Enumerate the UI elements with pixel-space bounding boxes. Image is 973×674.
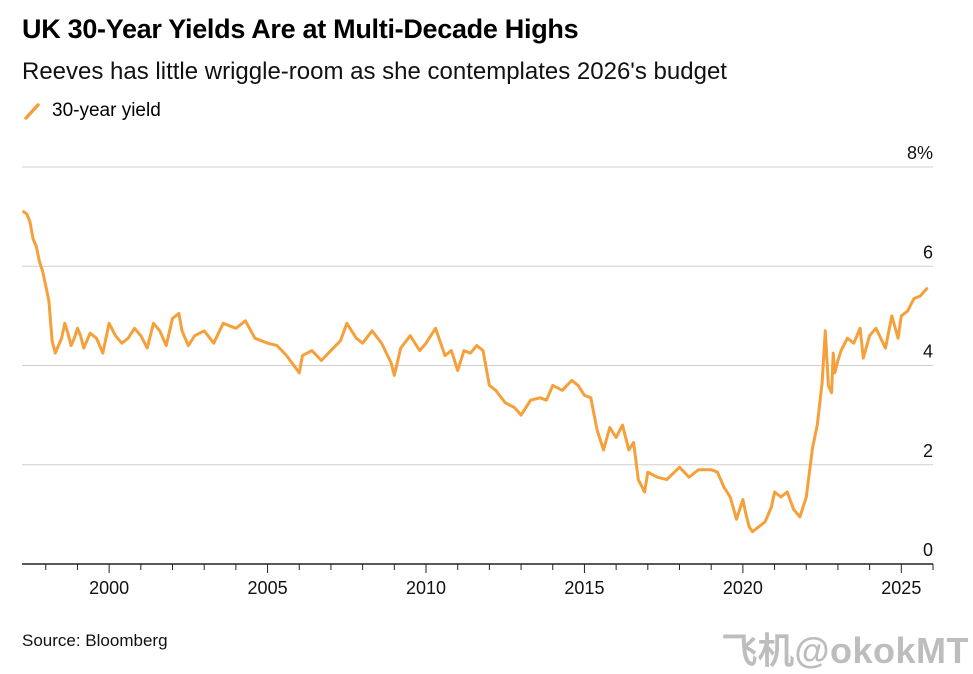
series-line-30-year-yield [22,210,929,534]
x-tick-label: 2000 [89,578,129,598]
chart-title: UK 30-Year Yields Are at Multi-Decade Hi… [22,14,579,44]
x-tick-label: 2010 [406,578,446,598]
chart-subtitle: Reeves has little wriggle-room as she co… [22,58,727,85]
gridlines [22,166,933,466]
x-tick-label: 2015 [564,578,604,598]
y-tick-label: 8% [907,143,933,163]
y-tick-label: 6 [923,242,933,262]
x-axis: 2000 2005 2010 2015 2020 2025 [22,563,934,598]
watermark: 飞机@okokMT [721,630,969,671]
legend-line-icon [24,103,40,120]
x-tick-label: 2020 [723,578,763,598]
y-tick-label: 4 [923,342,933,362]
chart-legend: 30-year yield [22,100,161,122]
x-tick-label: 2025 [881,578,921,598]
y-axis: 0 2 4 6 8% [907,143,933,560]
y-tick-label: 0 [923,540,933,560]
source-note: Source: Bloomberg [22,631,168,650]
legend-label: 30-year yield [52,100,161,121]
series [22,210,929,534]
y-tick-label: 2 [923,441,933,461]
x-tick-label: 2005 [248,578,288,598]
